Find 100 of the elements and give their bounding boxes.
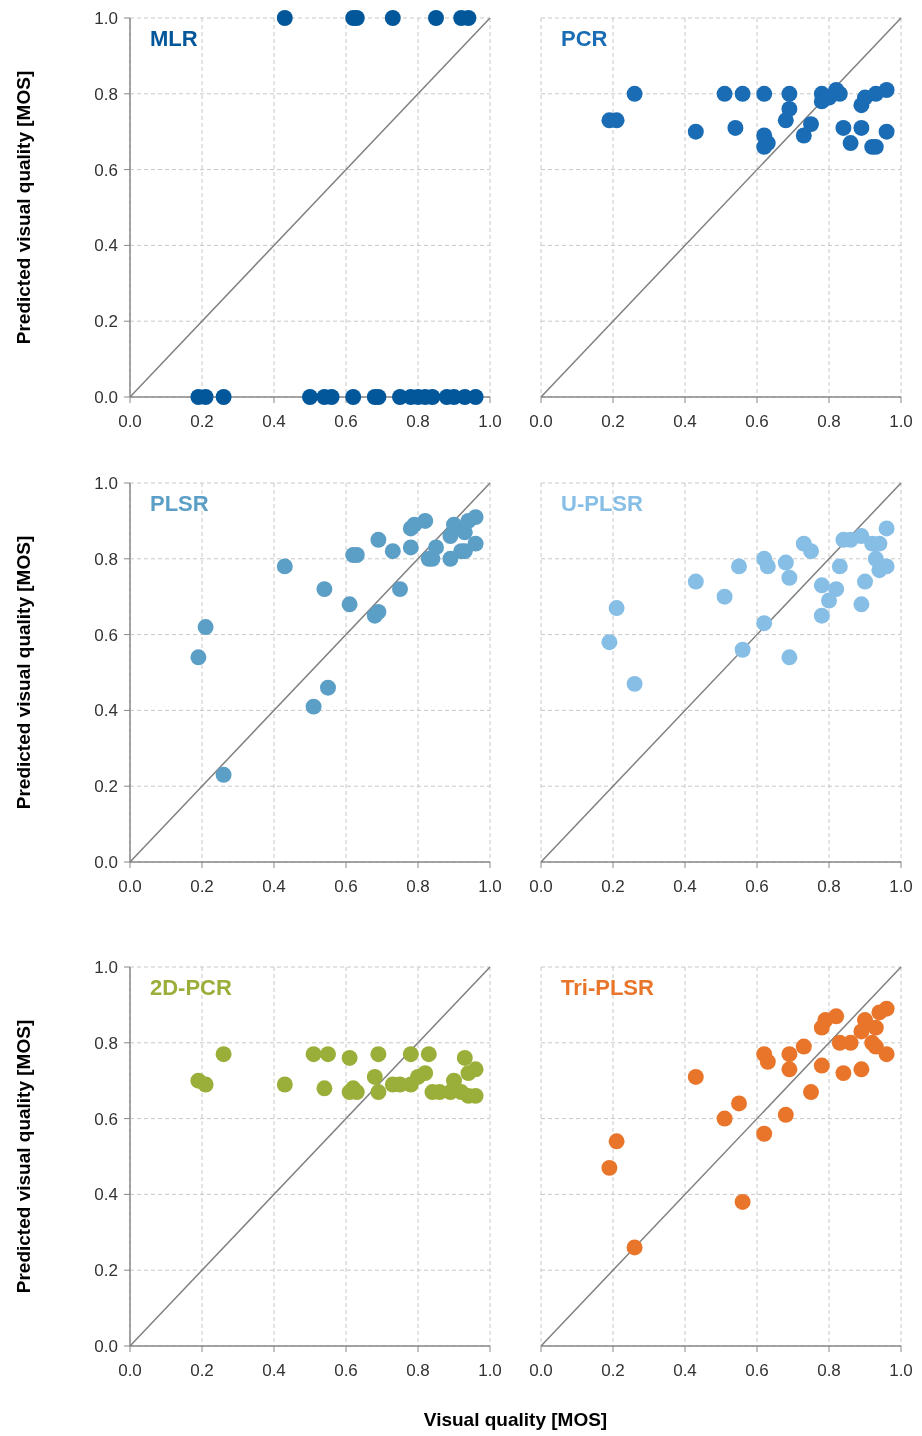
point (867, 1019, 884, 1036)
point (601, 634, 618, 651)
chart-title: MLR (150, 26, 198, 51)
y-tick-label: 0.4 (94, 236, 118, 256)
point (276, 1076, 293, 1093)
point (716, 588, 733, 605)
x-tick-label: 0.8 (817, 877, 841, 896)
y-axis-title: Predicted visual quality [MOS] (13, 1019, 34, 1294)
point (777, 1106, 794, 1123)
chart-title: Tri-PLSR (561, 975, 655, 1000)
y-tick-label: 0.0 (94, 853, 118, 872)
x-tick-label: 0.6 (334, 412, 358, 431)
point (734, 641, 751, 658)
point (831, 558, 848, 575)
point (803, 1084, 819, 1101)
x-tick-label: 0.0 (529, 877, 553, 896)
point (608, 1133, 625, 1150)
x-tick-label: 0.2 (601, 877, 625, 896)
point (446, 1072, 462, 1089)
y-axis-title: Predicted visual quality [MOS] (13, 535, 34, 810)
point (215, 766, 232, 783)
y-axis-title: Predicted visual quality [MOS] (13, 70, 34, 345)
chart-title: PLSR (150, 491, 209, 516)
point (842, 135, 859, 152)
point (835, 119, 852, 136)
point (756, 85, 773, 102)
point (370, 1046, 387, 1063)
y-tick-label: 0.2 (94, 1261, 118, 1281)
point (467, 509, 484, 526)
point (341, 1050, 358, 1066)
point (878, 520, 895, 537)
y-tick-label: 0.4 (94, 701, 118, 721)
x-axis-title: Visual quality [MOS] (423, 1409, 608, 1430)
x-tick-label: 0.2 (190, 1361, 214, 1380)
point (215, 1046, 232, 1063)
point (828, 1008, 845, 1025)
point (878, 1046, 895, 1063)
point (417, 1065, 434, 1082)
point (626, 1239, 643, 1256)
point (402, 1046, 419, 1063)
point (601, 1159, 618, 1176)
point (857, 1012, 873, 1029)
y-tick-label: 0.2 (94, 777, 118, 797)
point (803, 543, 819, 560)
point (320, 679, 336, 696)
x-tick-label: 1.0 (889, 877, 913, 896)
point (305, 698, 322, 715)
point (687, 573, 704, 590)
point (420, 1046, 437, 1063)
point (370, 1084, 387, 1101)
x-tick-label: 1.0 (889, 412, 913, 431)
x-tick-label: 0.8 (817, 412, 841, 431)
point (442, 550, 459, 567)
point (392, 581, 408, 598)
point (813, 577, 830, 594)
point (276, 558, 293, 575)
point (853, 528, 870, 545)
point (626, 85, 643, 102)
point (835, 1065, 852, 1082)
y-tick-label: 1.0 (94, 9, 118, 28)
x-tick-label: 0.8 (406, 1361, 430, 1380)
x-tick-label: 0.0 (118, 1361, 142, 1380)
y-tick-label: 0.8 (94, 1033, 118, 1053)
point (756, 1125, 773, 1142)
point (727, 119, 744, 136)
point (626, 675, 643, 692)
point (731, 1095, 747, 1112)
point (190, 649, 207, 666)
point (341, 596, 358, 613)
y-tick-label: 0.4 (94, 1185, 118, 1205)
point (756, 615, 773, 632)
point (781, 1061, 798, 1078)
point (759, 558, 776, 575)
point (366, 1068, 383, 1085)
point (370, 603, 387, 620)
point (467, 535, 484, 552)
point (777, 554, 794, 571)
point (853, 119, 870, 136)
point (781, 1046, 798, 1063)
x-tick-label: 0.4 (673, 412, 697, 431)
point (467, 1061, 484, 1078)
y-tick-label: 0.6 (94, 625, 118, 645)
point (781, 85, 798, 102)
point (795, 127, 812, 144)
y-tick-label: 0.8 (94, 549, 118, 569)
point (456, 1050, 473, 1066)
x-tick-label: 0.2 (601, 1361, 625, 1380)
y-tick-label: 1.0 (94, 474, 118, 493)
x-tick-label: 0.2 (190, 877, 214, 896)
x-tick-label: 0.6 (745, 877, 769, 896)
point (867, 1038, 884, 1055)
point (716, 85, 733, 102)
point (417, 512, 434, 529)
point (821, 592, 837, 609)
point (370, 531, 387, 548)
y-tick-label: 0.0 (94, 1337, 118, 1356)
x-tick-label: 0.6 (745, 1361, 769, 1380)
point (687, 123, 704, 140)
x-tick-label: 0.6 (745, 412, 769, 431)
y-tick-label: 0.8 (94, 84, 118, 104)
